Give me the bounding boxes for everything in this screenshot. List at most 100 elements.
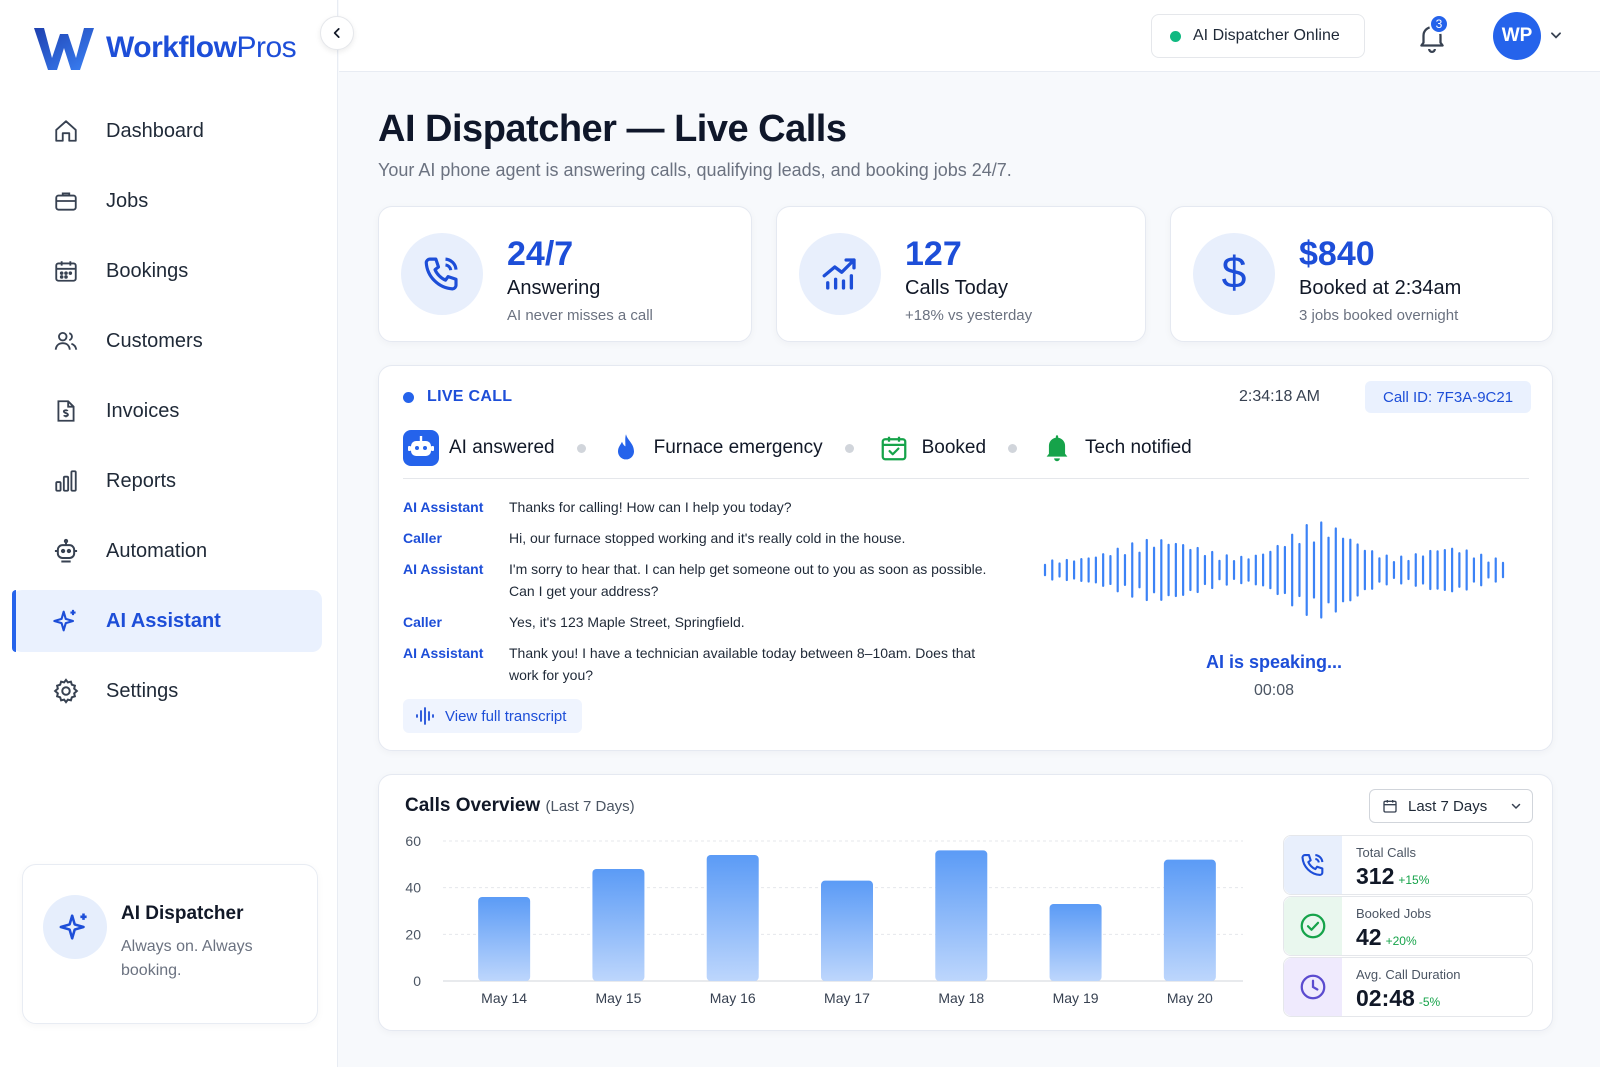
- call-id-badge[interactable]: Call ID: 7F3A-9C21: [1365, 381, 1532, 413]
- metric-value: 02:48 -5%: [1356, 985, 1441, 1011]
- transcript-row: AI Assistant Thank you! I have a technic…: [403, 642, 1003, 686]
- step-separator: [844, 443, 854, 453]
- transcript-row: Caller Yes, it's 123 Maple Street, Sprin…: [403, 611, 1003, 633]
- phone-icon: [1284, 836, 1342, 894]
- transcript-speaker: AI Assistant: [403, 499, 484, 515]
- step-booked: Booked: [876, 430, 986, 466]
- logo-mark-icon: [34, 28, 94, 70]
- transcript-text: Hi, our furnace stopped working and it's…: [509, 530, 906, 546]
- sidebar-item-dashboard[interactable]: Dashboard: [12, 100, 322, 162]
- x-tick-label: May 18: [938, 990, 984, 1006]
- y-tick-label: 60: [405, 833, 421, 849]
- sidebar-item-label: Jobs: [106, 189, 149, 212]
- step-label: Booked: [921, 437, 987, 458]
- brand-logo[interactable]: WorkflowPros: [32, 24, 297, 72]
- stat-label: Calls Today: [905, 277, 1009, 299]
- ai-dispatcher-promo-card[interactable]: AI Dispatcher Always on. Always booking.: [22, 864, 318, 1024]
- page-subtitle: Your AI phone agent is answering calls, …: [378, 160, 1012, 180]
- transcript-speaker: AI Assistant: [403, 561, 484, 577]
- divider: [403, 478, 1529, 479]
- stat-card-calls-today[interactable]: 127 Calls Today +18% vs yesterday: [776, 206, 1146, 342]
- phone-icon: [401, 233, 483, 315]
- step-label: Furnace emergency: [653, 437, 823, 458]
- chevron-left-icon: [333, 28, 340, 38]
- view-full-transcript-button[interactable]: View full transcript: [403, 699, 583, 733]
- check-circle-icon: [1284, 897, 1342, 955]
- sidebar: WorkflowPros Dashboard Jobs Bookings Cus…: [0, 0, 338, 1067]
- user-avatar[interactable]: WP: [1493, 12, 1541, 60]
- calls-overview-card: Calls Overview (Last 7 Days) Last 7 Days…: [378, 774, 1553, 1031]
- step-label: AI answered: [449, 437, 555, 458]
- transcript-row: AI Assistant I'm sorry to hear that. I c…: [403, 558, 1003, 602]
- live-call-label: LIVE CALL: [403, 388, 512, 406]
- sidebar-item-label: Settings: [106, 679, 179, 702]
- stat-card-booked[interactable]: $ $840 Booked at 2:34am 3 jobs booked ov…: [1170, 206, 1553, 342]
- briefcase-icon: [52, 187, 80, 215]
- metric-delta: -5%: [1418, 995, 1441, 1009]
- call-transcript: AI Assistant Thanks for calling! How can…: [403, 496, 1003, 695]
- sidebar-item-settings[interactable]: Settings: [12, 660, 322, 722]
- metric-delta: +20%: [1385, 934, 1417, 948]
- stat-value: $840: [1299, 235, 1375, 273]
- live-indicator-dot: [403, 391, 414, 403]
- home-icon: [52, 117, 80, 145]
- sidebar-item-invoices[interactable]: Invoices: [12, 380, 322, 442]
- sidebar-item-label: Bookings: [106, 259, 189, 282]
- transcript-speaker: AI Assistant: [403, 645, 484, 661]
- page-title: AI Dispatcher — Live Calls: [378, 108, 847, 150]
- stat-subtext: +18% vs yesterday: [905, 307, 1033, 324]
- metric-label: Total Calls: [1356, 845, 1416, 860]
- svg-text:$: $: [1222, 250, 1247, 298]
- x-tick-label: May 16: [710, 990, 756, 1006]
- audio-wave-icon: [416, 707, 434, 725]
- sidebar-item-reports[interactable]: Reports: [12, 450, 322, 512]
- chevron-down-icon[interactable]: [1549, 28, 1563, 42]
- clock-icon: [1284, 958, 1342, 1016]
- users-icon: [52, 327, 80, 355]
- sparkle-icon: [52, 607, 80, 635]
- metric-delta: +15%: [1398, 873, 1430, 887]
- chart-bar[interactable]: [706, 855, 759, 981]
- stat-value: 127: [905, 235, 962, 273]
- metric-total-calls[interactable]: Total Calls 312 +15%: [1283, 835, 1533, 895]
- metric-value: 42 +20%: [1356, 924, 1417, 950]
- sidebar-item-ai-assistant[interactable]: AI Assistant: [12, 590, 322, 652]
- chevron-down-icon: [1511, 803, 1521, 810]
- chart-bar[interactable]: [1049, 904, 1102, 981]
- chart-bar[interactable]: [478, 897, 531, 981]
- sparkle-icon: [43, 895, 107, 959]
- stat-label: Answering: [507, 277, 601, 299]
- step-ai-answered: AI answered: [403, 430, 555, 466]
- stat-card-answering[interactable]: 24/7 Answering AI never misses a call: [378, 206, 752, 342]
- step-tech-notified: Tech notified: [1039, 430, 1192, 466]
- chart-bar[interactable]: [935, 850, 988, 981]
- call-timestamp: 2:34:18 AM: [1239, 388, 1320, 405]
- collapse-sidebar-button[interactable]: [320, 16, 354, 50]
- chart-bar[interactable]: [592, 869, 645, 981]
- call-progress-steps: AI answered Furnace emergency Booked Tec…: [403, 430, 1192, 466]
- date-range-select[interactable]: Last 7 Days: [1369, 789, 1533, 823]
- metric-booked-jobs[interactable]: Booked Jobs 42 +20%: [1283, 896, 1533, 956]
- notification-count-badge: 3: [1429, 14, 1449, 34]
- chart-bar[interactable]: [821, 880, 873, 981]
- overview-range: (Last 7 Days): [545, 798, 635, 815]
- chart-bar[interactable]: [1163, 859, 1216, 981]
- dollar-icon: $: [1193, 233, 1275, 315]
- transcript-text: Thanks for calling! How can I help you t…: [509, 499, 792, 515]
- topbar: AI Dispatcher Online 3 WP: [339, 0, 1600, 72]
- sidebar-item-label: Automation: [106, 539, 208, 562]
- metric-label: Avg. Call Duration: [1356, 967, 1461, 982]
- sidebar-item-bookings[interactable]: Bookings: [12, 240, 322, 302]
- sidebar-item-automation[interactable]: Automation: [12, 520, 322, 582]
- sidebar-item-customers[interactable]: Customers: [12, 310, 322, 372]
- sidebar-item-jobs[interactable]: Jobs: [12, 170, 322, 232]
- metric-avg-call-duration[interactable]: Avg. Call Duration 02:48 -5%: [1283, 957, 1533, 1017]
- x-tick-label: May 15: [595, 990, 641, 1006]
- calendar-icon: [52, 257, 80, 285]
- sidebar-item-label: Reports: [106, 469, 177, 492]
- promo-title: AI Dispatcher: [121, 903, 244, 924]
- transcript-row: AI Assistant Thanks for calling! How can…: [403, 496, 1003, 518]
- dispatcher-status-badge[interactable]: AI Dispatcher Online: [1151, 14, 1365, 58]
- stat-value: 24/7: [507, 235, 574, 273]
- metric-label: Booked Jobs: [1356, 906, 1432, 921]
